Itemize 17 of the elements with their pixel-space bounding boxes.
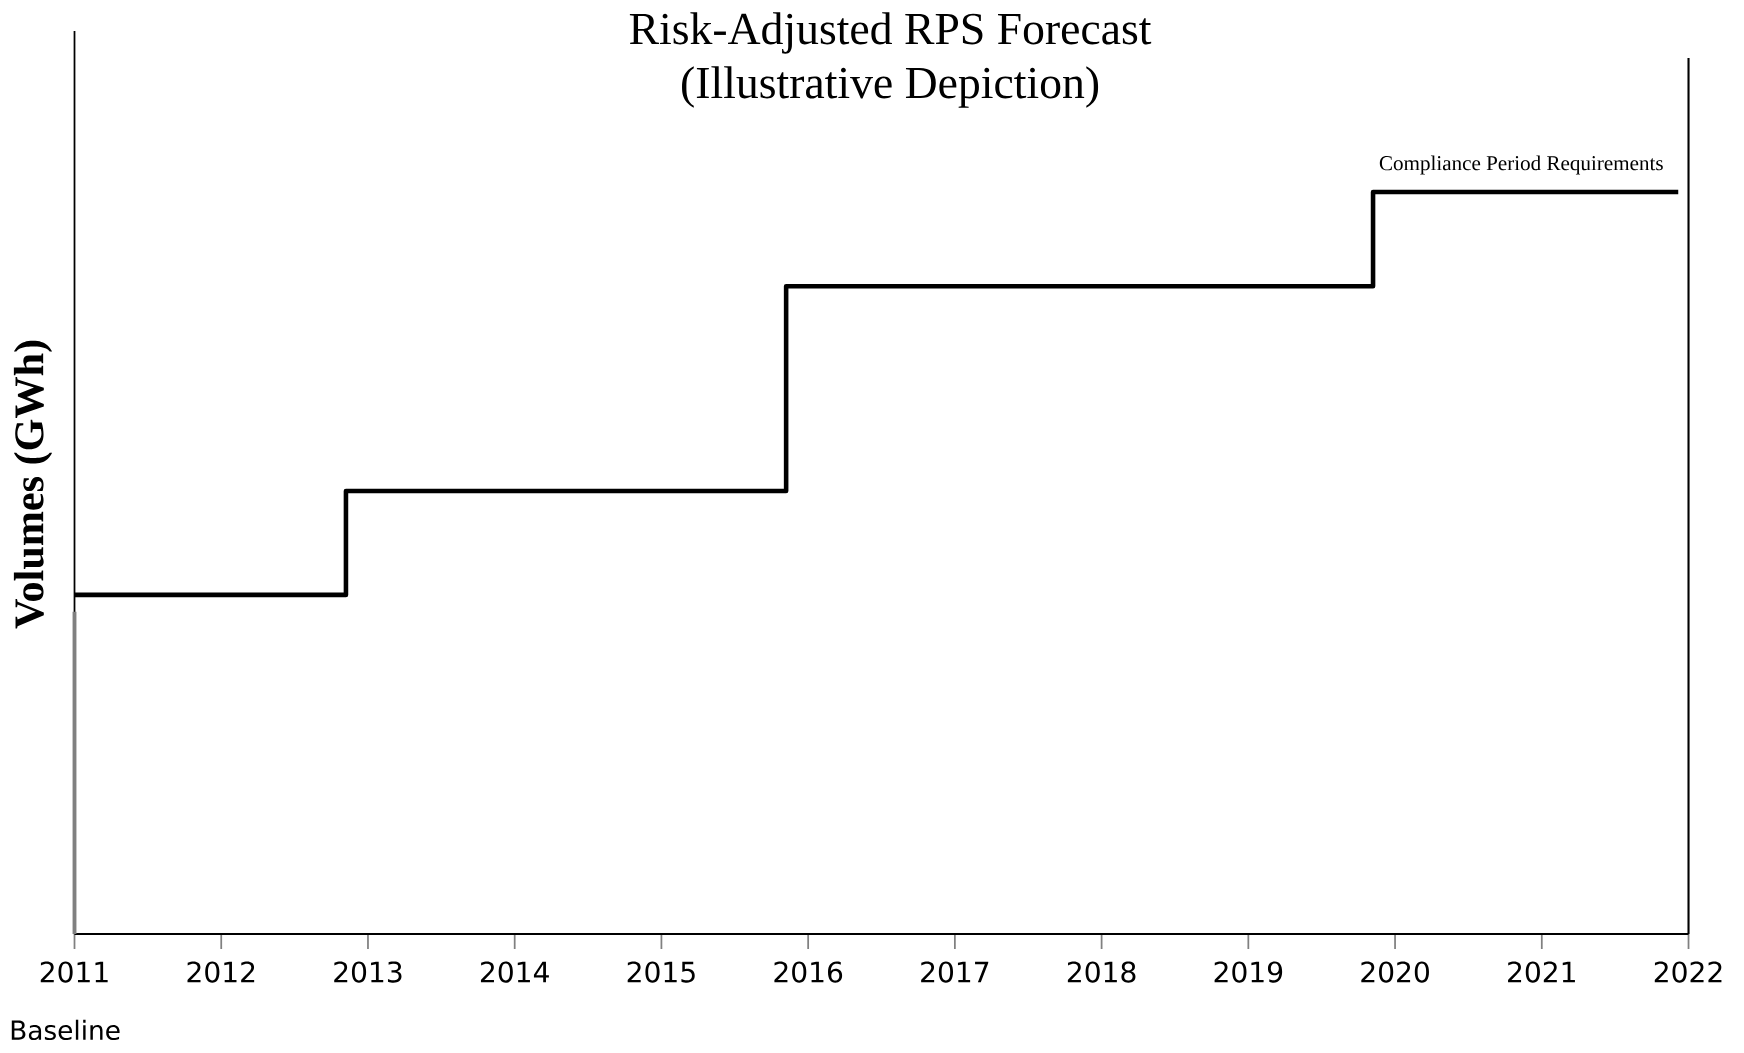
x-tick-label: 2011: [40, 961, 108, 983]
x-tick-label: 2017: [921, 961, 989, 983]
x-tick-label: 2020: [1361, 961, 1429, 983]
annotation: Compliance Period Requirements: [1379, 155, 1663, 175]
chart-subtitle: (Illustrative Depiction): [682, 66, 1099, 108]
x-tick-label: 2013: [334, 961, 402, 983]
y-axis-title: Volumes (GWh): [13, 340, 53, 629]
x-tick-label: 2018: [1067, 961, 1136, 983]
chart-title: Risk-Adjusted RPS Forecast: [629, 12, 1152, 54]
text: Baseline: [11, 1019, 120, 1041]
x-tick-label: 2015: [627, 961, 695, 983]
x-tick-label: 2014: [480, 961, 549, 983]
x-tick-label: 2022: [1654, 961, 1722, 983]
x-tick-label: 2016: [774, 961, 843, 983]
x-tick-label: 2021: [1508, 961, 1575, 983]
x-tick-label: 2019: [1214, 961, 1283, 983]
x-tick-label: 2012: [187, 961, 255, 983]
